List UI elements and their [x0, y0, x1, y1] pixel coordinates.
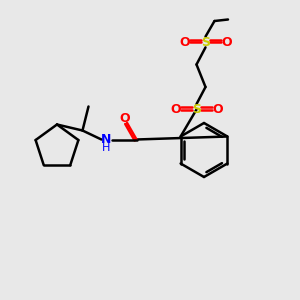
- Text: S: S: [192, 103, 201, 116]
- Text: O: O: [170, 103, 181, 116]
- Text: O: O: [119, 112, 130, 125]
- Text: O: O: [212, 103, 223, 116]
- Text: H: H: [102, 143, 111, 153]
- Text: O: O: [221, 35, 232, 49]
- Text: O: O: [179, 35, 190, 49]
- Text: N: N: [101, 133, 112, 146]
- Text: S: S: [201, 35, 210, 49]
